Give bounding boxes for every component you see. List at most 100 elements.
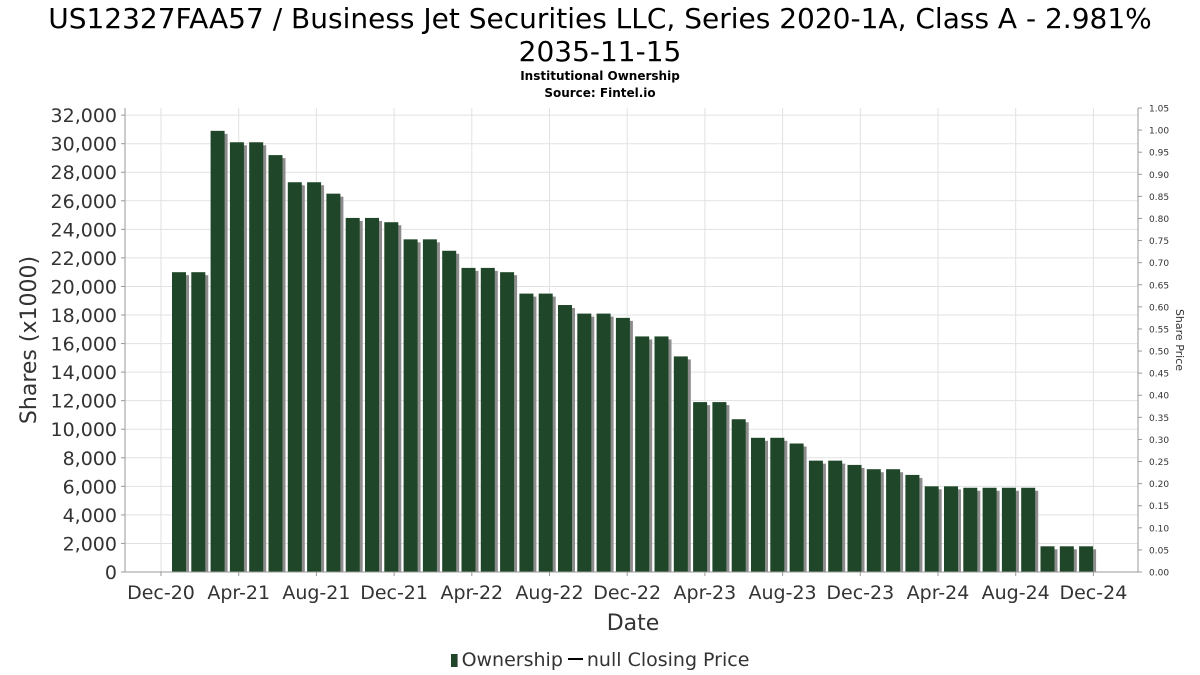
ownership-bar	[751, 437, 765, 572]
y2-tick-label: 0.75	[1149, 237, 1169, 247]
ownership-bar	[326, 193, 341, 572]
y2-tick-label: 0.10	[1149, 524, 1169, 534]
ownership-bar	[172, 272, 186, 572]
y-tick-label: 12,000	[51, 391, 117, 413]
ownership-bar	[384, 222, 399, 572]
ownership-bar	[345, 217, 360, 572]
ownership-bar	[1059, 546, 1074, 572]
ownership-bar	[500, 272, 515, 572]
x-tick-label: Apr-23	[674, 582, 737, 604]
ownership-bar	[673, 356, 688, 572]
y-tick-label: 4,000	[63, 505, 117, 527]
ownership-bar	[944, 486, 958, 572]
ownership-bar	[403, 239, 418, 572]
ownership-bar	[422, 239, 437, 572]
closing-price-legend-label: null Closing Price	[586, 649, 750, 671]
ownership-bar	[538, 293, 553, 572]
ownership-legend-swatch	[450, 654, 458, 667]
ownership-bar	[1040, 546, 1055, 572]
y-tick-label: 26,000	[51, 191, 117, 213]
y2-tick-label: 0.25	[1149, 458, 1169, 468]
x-tick-label: Aug-23	[749, 582, 817, 604]
chart-subtitle: Institutional Ownership	[520, 69, 680, 83]
y-tick-label: 30,000	[51, 134, 117, 156]
ownership-bar	[963, 487, 978, 572]
y2-tick-label: 0.00	[1149, 569, 1169, 579]
y2-tick-label: 0.60	[1149, 303, 1169, 313]
ownership-bar	[596, 313, 611, 572]
ownership-bar	[461, 267, 476, 572]
ownership-bar	[731, 419, 746, 572]
y2-tick-label: 0.20	[1149, 480, 1169, 490]
chart-legend: Ownership null Closing Price	[0, 648, 1200, 672]
y-tick-label: 10,000	[51, 419, 117, 441]
y2-tick-label: 1.00	[1149, 127, 1169, 137]
y-tick-label: 28,000	[51, 162, 117, 184]
ownership-bar	[712, 402, 727, 572]
ownership-bar	[789, 443, 804, 572]
ownership-bar	[693, 402, 708, 572]
ownership-bar	[808, 460, 823, 572]
chart-title-line1: US12327FAA57 / Business Jet Securities L…	[48, 2, 1152, 35]
ownership-bar	[828, 460, 843, 572]
y2-tick-label: 0.30	[1149, 436, 1169, 446]
x-tick-label: Apr-22	[440, 582, 503, 604]
axes-layer: 0 2,000 4,000 6,000 8,000 10,000 12,000 14,000 1…	[17, 105, 1186, 637]
ownership-bar	[480, 267, 495, 572]
x-tick-label: Dec-22	[593, 582, 661, 604]
x-tick-label: Dec-20	[127, 582, 195, 604]
closing-price-legend-line	[567, 658, 583, 660]
y2-tick-label: 1.05	[1149, 105, 1169, 115]
ownership-bar	[1001, 487, 1016, 572]
ownership-bar	[249, 142, 264, 572]
ownership-legend-label: Ownership	[461, 649, 563, 671]
y2-tick-label: 0.70	[1149, 259, 1169, 269]
ownership-bar	[847, 464, 862, 572]
ownership-bar	[365, 217, 379, 572]
y-tick-label: 2,000	[63, 533, 117, 555]
bars-layer	[172, 130, 1097, 573]
y2-tick-label: 0.85	[1149, 193, 1169, 203]
x-tick-label: Aug-21	[282, 582, 350, 604]
y2-tick-label: 0.95	[1149, 149, 1169, 159]
ownership-bar	[268, 155, 283, 573]
y2-tick-label: 0.35	[1149, 414, 1169, 424]
x-tick-label: Dec-21	[360, 582, 428, 604]
x-tick-label: Aug-24	[982, 582, 1050, 604]
y2-tick-label: 0.55	[1149, 325, 1169, 335]
chart-title-line2: 2035-11-15	[518, 35, 682, 68]
ownership-bar	[924, 486, 939, 572]
x-tick-label: Apr-21	[207, 582, 270, 604]
ownership-bar	[558, 305, 572, 572]
ownership-bar	[1079, 546, 1094, 572]
y-tick-label: 18,000	[51, 305, 117, 327]
ownership-bar	[635, 336, 650, 572]
y-tick-label: 32,000	[51, 105, 117, 127]
x-tick-label: Apr-24	[907, 582, 970, 604]
ownership-bar	[615, 317, 630, 572]
y2-axis-title: Share Price	[1173, 309, 1186, 371]
y2-tick-label: 0.40	[1149, 392, 1169, 402]
ownership-bar	[191, 272, 206, 572]
y2-tick-label: 0.15	[1149, 502, 1169, 512]
ownership-bar	[866, 469, 881, 572]
ownership-bar	[905, 474, 920, 572]
y-tick-label: 14,000	[51, 362, 117, 384]
x-axis-title: Date	[607, 611, 660, 636]
y2-tick-label: 0.45	[1149, 370, 1169, 380]
y-tick-label: 22,000	[51, 248, 117, 270]
ownership-bar	[519, 293, 534, 572]
ownership-bar	[210, 130, 225, 572]
y2-tick-label: 0.05	[1149, 546, 1169, 556]
y2-tick-label: 0.80	[1149, 215, 1169, 225]
ownership-bar	[287, 182, 302, 573]
chart-source: Source: Fintel.io	[544, 86, 656, 100]
ownership-bar	[886, 469, 901, 572]
ownership-bar	[307, 182, 322, 573]
y-tick-label: 16,000	[51, 334, 117, 356]
y-axis-title: Shares (x1000)	[17, 256, 42, 424]
y-tick-label: 24,000	[51, 219, 117, 241]
ownership-bar	[442, 250, 457, 572]
y-tick-label: 0	[105, 562, 117, 584]
x-tick-label: Dec-23	[826, 582, 894, 604]
